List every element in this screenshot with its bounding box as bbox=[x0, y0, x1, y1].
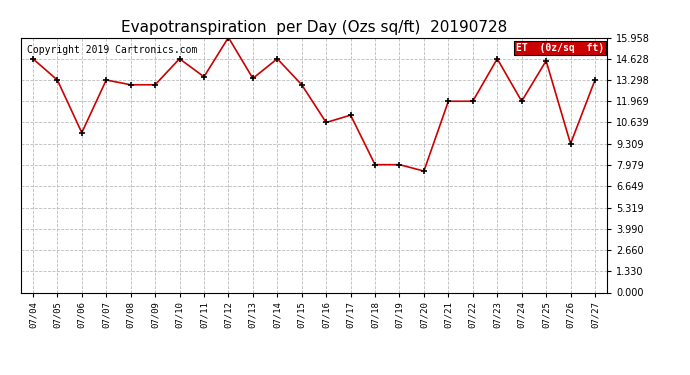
Text: ET  (0z/sq  ft): ET (0z/sq ft) bbox=[516, 43, 604, 52]
Title: Evapotranspiration  per Day (Ozs sq/ft)  20190728: Evapotranspiration per Day (Ozs sq/ft) 2… bbox=[121, 20, 507, 35]
Text: Copyright 2019 Cartronics.com: Copyright 2019 Cartronics.com bbox=[26, 45, 197, 55]
